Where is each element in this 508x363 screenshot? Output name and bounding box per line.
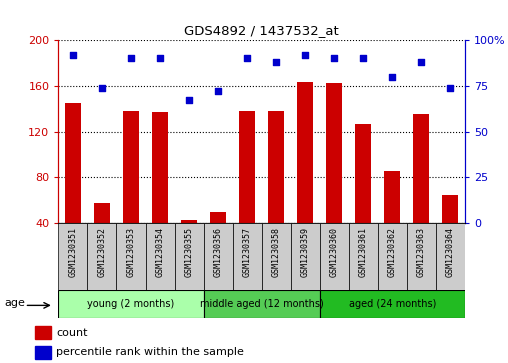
Point — [330, 55, 338, 61]
Bar — [414, 114, 429, 223]
Text: GSM1230355: GSM1230355 — [184, 227, 194, 277]
Point — [301, 52, 309, 57]
Point — [98, 85, 106, 90]
Text: percentile rank within the sample: percentile rank within the sample — [56, 347, 244, 357]
Bar — [58, 223, 87, 290]
Bar — [378, 223, 407, 290]
Bar — [233, 223, 262, 290]
Bar — [204, 290, 320, 318]
Point — [417, 59, 425, 65]
Bar — [152, 112, 168, 223]
Bar — [355, 123, 371, 223]
Bar — [348, 223, 378, 290]
Bar — [262, 223, 291, 290]
Text: age: age — [5, 298, 25, 308]
Text: GSM1230361: GSM1230361 — [359, 227, 368, 277]
Bar — [320, 290, 465, 318]
Text: GSM1230364: GSM1230364 — [446, 227, 455, 277]
Bar — [58, 290, 204, 318]
Text: GSM1230351: GSM1230351 — [69, 227, 77, 277]
Text: GSM1230354: GSM1230354 — [155, 227, 165, 277]
Bar — [94, 203, 110, 223]
Bar — [123, 111, 139, 223]
Text: GSM1230358: GSM1230358 — [272, 227, 280, 277]
Text: GSM1230357: GSM1230357 — [243, 227, 251, 277]
Bar — [35, 326, 51, 339]
Point — [243, 55, 251, 61]
Bar — [145, 223, 175, 290]
Point — [272, 59, 280, 65]
Point — [69, 52, 77, 57]
Text: GSM1230362: GSM1230362 — [388, 227, 397, 277]
Bar — [407, 223, 436, 290]
Point — [156, 55, 164, 61]
Bar — [204, 223, 233, 290]
Bar — [181, 220, 197, 223]
Bar — [436, 223, 465, 290]
Point — [359, 55, 367, 61]
Bar — [116, 223, 145, 290]
Text: count: count — [56, 327, 88, 338]
Bar — [297, 82, 313, 223]
Bar — [268, 111, 284, 223]
Point — [214, 88, 222, 94]
Text: GSM1230360: GSM1230360 — [330, 227, 339, 277]
Bar — [442, 195, 458, 223]
Text: middle aged (12 months): middle aged (12 months) — [200, 299, 324, 309]
Title: GDS4892 / 1437532_at: GDS4892 / 1437532_at — [184, 24, 339, 37]
Bar — [239, 111, 255, 223]
Text: GSM1230356: GSM1230356 — [213, 227, 223, 277]
Text: GSM1230363: GSM1230363 — [417, 227, 426, 277]
Bar — [291, 223, 320, 290]
Bar — [210, 212, 226, 223]
Point — [446, 85, 454, 90]
Text: GSM1230352: GSM1230352 — [98, 227, 107, 277]
Text: aged (24 months): aged (24 months) — [348, 299, 436, 309]
Bar — [87, 223, 116, 290]
Bar — [384, 171, 400, 223]
Point — [388, 74, 396, 79]
Text: GSM1230353: GSM1230353 — [126, 227, 136, 277]
Bar — [326, 83, 342, 223]
Text: young (2 months): young (2 months) — [87, 299, 175, 309]
Bar — [175, 223, 204, 290]
Text: GSM1230359: GSM1230359 — [301, 227, 310, 277]
Point — [185, 98, 193, 103]
Bar — [65, 103, 81, 223]
Point — [127, 55, 135, 61]
Bar — [320, 223, 348, 290]
Bar — [35, 346, 51, 359]
